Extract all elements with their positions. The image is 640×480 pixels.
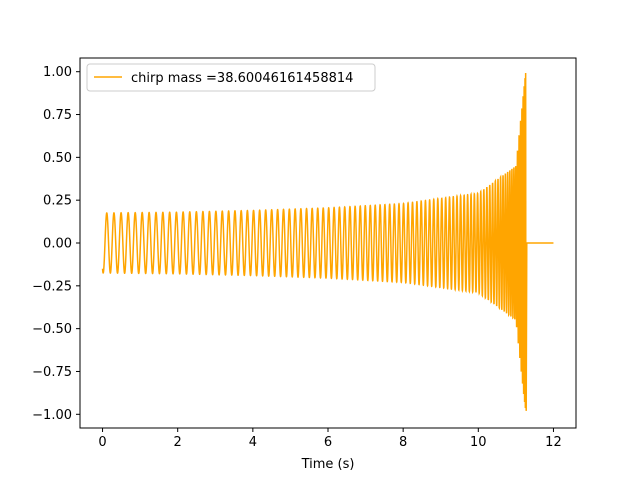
x-tick-label: 2 [174,435,182,450]
x-tick-label: 6 [324,435,332,450]
x-tick-label: 0 [98,435,106,450]
legend-box [86,63,376,92]
plot-area [101,72,554,411]
y-axis: 1.00 0.75 0.50 0.25 0.00 −0.25 −0.50 −0.75 −1.00 [32,65,80,423]
y-tick-label: −0.25 [32,279,72,294]
series-line-chirp [101,72,554,411]
legend: chirp mass =38.60046161458814 [86,63,376,92]
y-tick-label: −0.75 [32,365,72,380]
y-tick-label: 0.00 [43,237,72,252]
x-tick-label: 4 [249,435,257,450]
y-tick-label: 0.75 [43,108,72,123]
plot-frame [79,57,577,429]
x-axis: 0 2 4 6 8 10 12 [98,428,562,450]
y-tick-label: 0.50 [43,151,72,166]
x-tick-label: 12 [545,435,562,450]
x-tick-label: 8 [399,435,407,450]
y-tick-label: 1.00 [43,65,72,80]
x-axis-label: Time (s) [301,457,355,472]
y-tick-label: −1.00 [32,408,72,423]
legend-label: chirp mass =38.60046161458814 [131,71,353,86]
x-tick-label: 10 [470,435,487,450]
y-tick-label: 0.25 [43,194,72,209]
y-tick-label: −0.50 [32,322,72,337]
